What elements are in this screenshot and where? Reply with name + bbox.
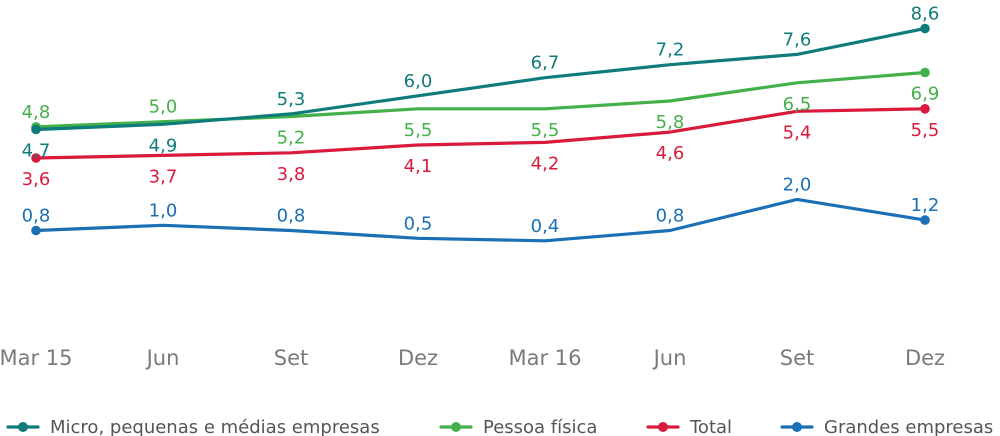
series-line-grandes-empresas (34, 197, 927, 243)
data-label-grandes-empresas: 1,2 (911, 195, 940, 216)
x-tick-label: Dez (905, 346, 945, 370)
data-label-grandes-empresas: 0,5 (404, 213, 433, 234)
data-point-micro-pequenas-e-medias-empresas (31, 124, 41, 135)
data-point-pessoa-fisica (920, 67, 930, 78)
data-label-micro-pequenas-e-medias-empresas: 7,6 (783, 29, 812, 50)
series-line-total (34, 107, 927, 160)
data-label-grandes-empresas: 0,4 (531, 216, 560, 237)
data-label-grandes-empresas: 0,8 (656, 206, 685, 227)
series-line-pessoa-fisica (34, 70, 927, 129)
legend-item-micro-pequenas-e-medias-empresas: Micro, pequenas e médias empresas (6, 417, 380, 436)
x-tick-label: Jun (145, 346, 180, 370)
data-label-pessoa-fisica: 5,2 (277, 128, 306, 149)
legend-swatch-dot (451, 422, 461, 432)
legend-swatch-dot (792, 422, 802, 432)
legend-item-pessoa-fisica: Pessoa física (439, 417, 597, 436)
series-layer (31, 23, 930, 243)
data-point-grandes-empresas (920, 215, 930, 225)
legend-label: Total (689, 417, 732, 436)
x-tick-label: Dez (398, 346, 438, 370)
legend-label: Pessoa física (483, 417, 597, 436)
data-label-micro-pequenas-e-medias-empresas: 5,3 (277, 89, 306, 110)
legend-label: Grandes empresas (824, 417, 993, 436)
legend-swatch-dot (18, 422, 28, 432)
data-label-micro-pequenas-e-medias-empresas: 7,2 (656, 40, 685, 61)
data-label-pessoa-fisica: 6,5 (783, 94, 812, 115)
data-label-pessoa-fisica: 5,0 (149, 97, 178, 118)
data-label-grandes-empresas: 0,8 (22, 206, 51, 227)
data-label-total: 3,7 (149, 166, 178, 187)
data-label-pessoa-fisica: 4,8 (22, 102, 51, 123)
x-tick-label: Jun (652, 346, 687, 370)
data-label-micro-pequenas-e-medias-empresas: 4,9 (149, 135, 178, 156)
data-label-total: 4,2 (531, 153, 560, 174)
data-label-grandes-empresas: 0,8 (277, 206, 306, 227)
data-label-micro-pequenas-e-medias-empresas: 6,7 (531, 53, 560, 74)
data-label-micro-pequenas-e-medias-empresas: 4,7 (22, 141, 51, 162)
data-label-total: 5,4 (783, 122, 812, 143)
data-label-total: 4,6 (656, 143, 685, 164)
data-point-micro-pequenas-e-medias-empresas (920, 23, 930, 34)
data-point-grandes-empresas (31, 225, 41, 236)
data-label-pessoa-fisica: 6,9 (911, 84, 940, 105)
data-label-micro-pequenas-e-medias-empresas: 6,0 (404, 71, 433, 92)
data-point-total (920, 104, 930, 114)
legend: Micro, pequenas e médias empresas Pessoa … (6, 417, 993, 436)
legend-swatch-dot (658, 422, 668, 432)
x-tick-label: Mar 16 (508, 346, 581, 370)
data-label-grandes-empresas: 1,0 (149, 200, 178, 221)
x-tick-label: Set (274, 346, 308, 370)
legend-label: Micro, pequenas e médias empresas (50, 417, 380, 436)
data-label-total: 3,6 (22, 169, 51, 190)
data-point-total (31, 153, 41, 163)
data-label-grandes-empresas: 2,0 (783, 174, 812, 195)
data-label-total: 5,5 (911, 120, 940, 141)
data-labels-layer: 4,7 4,9 5,3 6,0 6,7 7,2 7,6 8,6 4,8 5,0 5,2 5,5 5,5 5… (22, 4, 940, 237)
data-label-total: 4,1 (404, 156, 433, 177)
series-line-micro-pequenas-e-medias-empresas (34, 26, 927, 132)
x-axis: Mar 15 Jun Set Dez Mar 16 Jun Set Dez (0, 346, 945, 370)
data-label-pessoa-fisica: 5,8 (656, 112, 685, 133)
x-tick-label: Mar 15 (0, 346, 73, 370)
data-label-total: 3,8 (277, 164, 306, 185)
legend-item-total: Total (646, 417, 732, 436)
x-tick-label: Set (780, 346, 814, 370)
data-label-pessoa-fisica: 5,5 (531, 120, 560, 141)
data-label-pessoa-fisica: 5,5 (404, 120, 433, 141)
data-label-micro-pequenas-e-medias-empresas: 8,6 (911, 4, 940, 25)
legend-item-grandes-empresas: Grandes empresas (780, 417, 993, 436)
